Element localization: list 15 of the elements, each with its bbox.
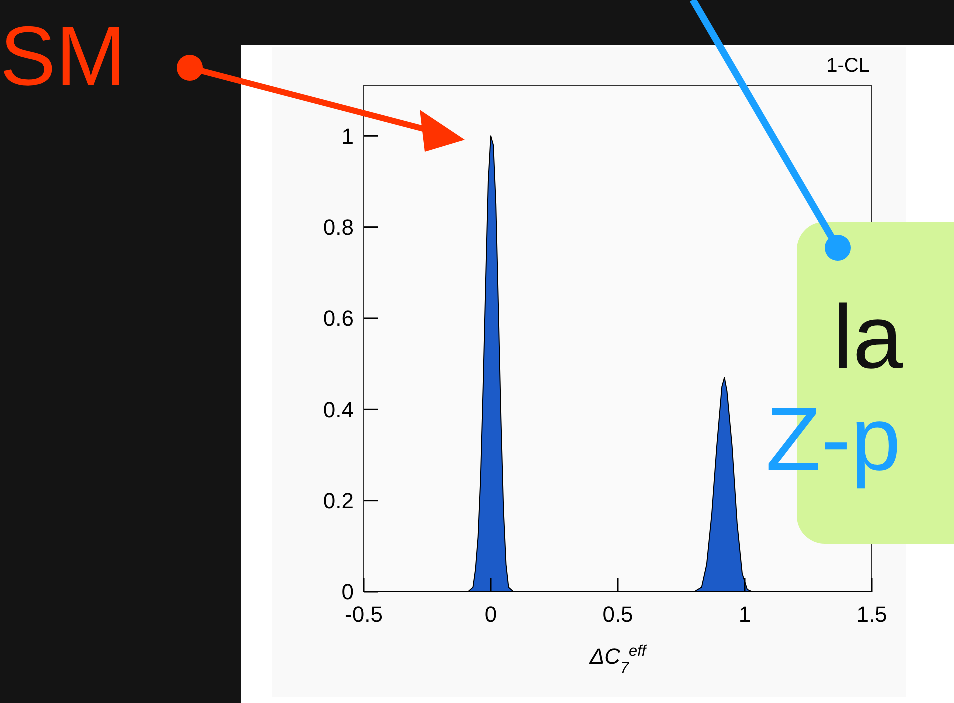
y-tick-label: 0.6 xyxy=(323,306,354,332)
y-tick-label: 0.2 xyxy=(323,488,354,514)
y-tick-label: 0.8 xyxy=(323,215,354,240)
y-axis-title: 1-CL xyxy=(826,55,870,77)
y-tick-label: 0 xyxy=(342,580,354,605)
y-tick-label: 0.4 xyxy=(323,397,354,422)
x-tick-label: 1 xyxy=(738,602,752,627)
x-tick-label: 0.5 xyxy=(602,602,634,627)
annotation: la xyxy=(833,288,904,388)
annotation: Z-p xyxy=(766,390,901,490)
x-tick-label: 1.5 xyxy=(856,602,888,627)
text: SM xyxy=(0,9,126,103)
x-tick-label: 0 xyxy=(484,602,498,627)
y-tick-label: 1 xyxy=(342,124,354,149)
x-tick-label: -0.5 xyxy=(345,602,383,627)
